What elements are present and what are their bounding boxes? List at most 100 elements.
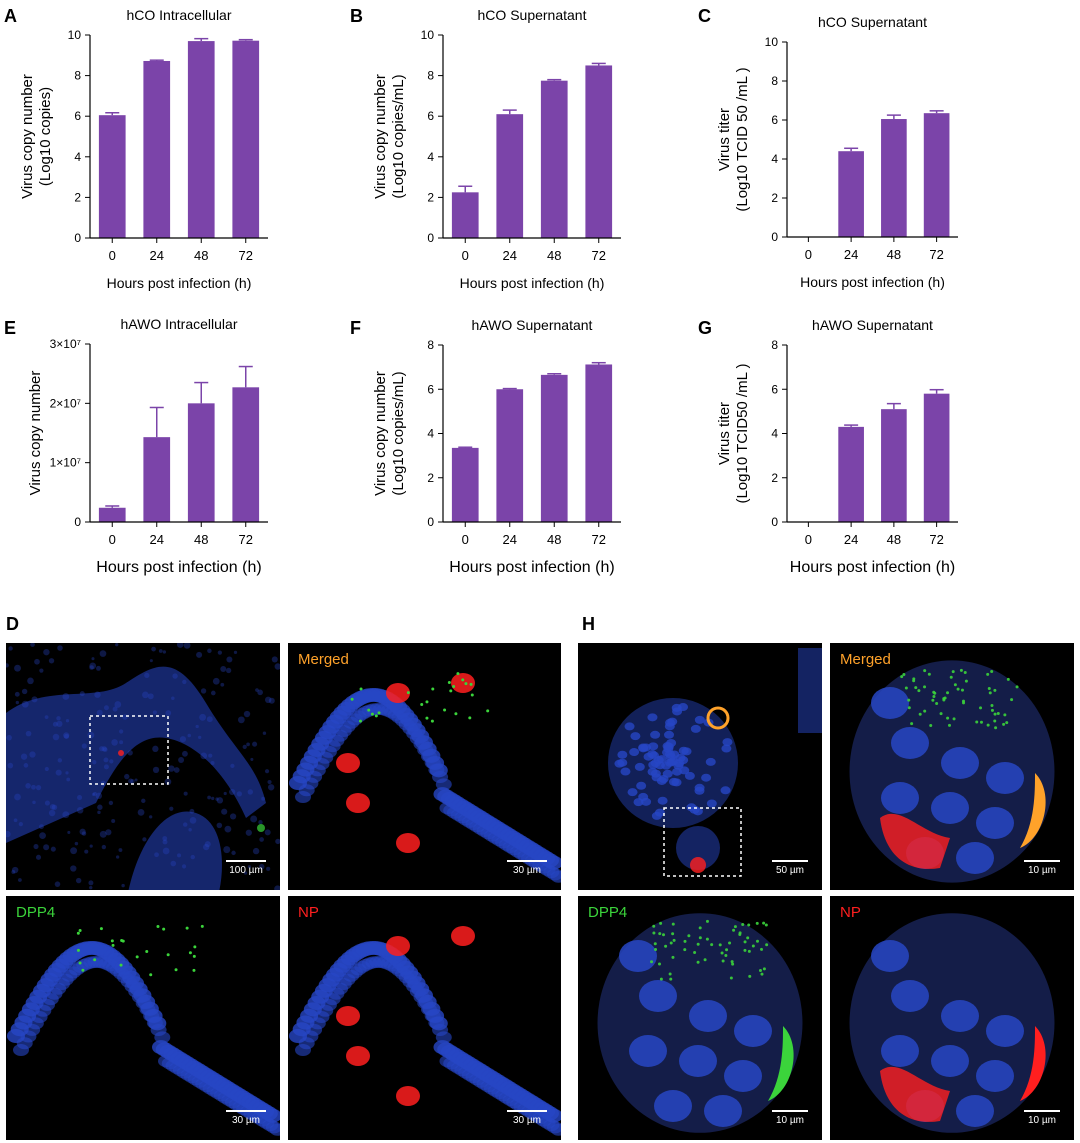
nucleus	[114, 701, 122, 708]
dpp4-signal	[765, 943, 769, 947]
nucleus	[647, 713, 658, 722]
nucleus	[657, 796, 668, 805]
nucleus	[181, 864, 187, 869]
nucleus	[77, 794, 83, 801]
dpp4-signal	[993, 712, 997, 716]
nucleus	[654, 1090, 692, 1122]
nucleus	[694, 783, 705, 792]
dpp4-signal	[652, 931, 656, 935]
nucleus	[25, 730, 32, 737]
scale-bar: 30 µm	[507, 1110, 547, 1126]
dpp4-signal	[900, 675, 904, 679]
dpp4-signal	[76, 948, 80, 952]
np-signal	[451, 673, 475, 693]
dpp4-signal	[486, 709, 490, 713]
dpp4-signal	[993, 688, 997, 692]
y-tick-label: 10	[765, 35, 779, 49]
dpp4-signal	[185, 926, 189, 930]
dpp4-signal	[359, 687, 363, 691]
bar	[98, 507, 126, 522]
dpp4-signal	[738, 931, 742, 935]
np-signal	[396, 833, 420, 853]
dpp4-signal	[996, 711, 1000, 715]
nucleus	[49, 804, 56, 810]
np-signal	[336, 1006, 360, 1026]
nucleus	[88, 880, 94, 886]
fluorescence-image	[289, 672, 561, 883]
nucleus	[119, 729, 124, 734]
nucleus	[550, 1123, 561, 1136]
nucleus	[196, 651, 203, 658]
panel-letter-h: H	[582, 614, 595, 634]
nucleus	[15, 700, 20, 705]
nucleus	[162, 847, 170, 855]
dpp4-signal	[917, 689, 921, 693]
fluorescence-image	[289, 926, 561, 1136]
dpp4-signal	[664, 944, 668, 948]
dpp4-signal	[949, 675, 953, 679]
nucleus	[149, 659, 153, 663]
np-signal	[336, 753, 360, 773]
dpp4-signal	[99, 927, 103, 931]
dpp4-signal	[668, 972, 672, 976]
dpp4-signal	[671, 932, 675, 936]
x-tick-label: 24	[150, 248, 164, 263]
y-tick-label: 4	[771, 427, 778, 441]
nucleus	[662, 742, 673, 751]
nucleus	[51, 804, 58, 811]
y-tick-label: 1×10⁷	[50, 456, 81, 470]
nucleus	[84, 849, 89, 854]
nucleus	[976, 1060, 1014, 1092]
nucleus	[57, 758, 63, 763]
nucleus	[64, 733, 70, 739]
nucleus	[70, 865, 77, 872]
bar	[451, 192, 479, 238]
nucleus	[679, 1045, 717, 1077]
dpp4-signal	[449, 689, 453, 693]
nucleus	[65, 771, 69, 775]
dpp4-signal	[994, 726, 998, 730]
micrograph-d-np: NP 30 µm	[288, 896, 561, 1140]
y-axis-label: (Log10 TCID50 /mL )	[734, 363, 751, 503]
nucleus	[198, 735, 202, 740]
nucleus	[101, 746, 107, 752]
x-tick-label: 0	[109, 248, 116, 263]
np-signal	[386, 936, 410, 956]
nucleus	[199, 713, 207, 721]
micrograph-d-overview: 100 µm	[6, 643, 280, 890]
x-tick-label: 0	[462, 248, 469, 263]
dpp4-signal	[705, 919, 709, 923]
dpp4-signal	[748, 974, 752, 978]
nucleus	[212, 677, 220, 685]
bar	[585, 65, 613, 238]
x-tick-label: 0	[805, 247, 812, 262]
nucleus	[252, 847, 260, 855]
x-tick-label: 24	[844, 532, 858, 547]
dpp4-signal	[912, 677, 916, 681]
nucleus	[109, 759, 114, 764]
dpp4-signal	[923, 685, 927, 689]
dpp4-signal	[720, 951, 724, 955]
x-tick-label: 24	[844, 247, 858, 262]
dpp4-signal	[979, 720, 983, 724]
nucleus	[210, 761, 215, 766]
nucleus	[689, 1000, 727, 1032]
nucleus	[154, 852, 159, 858]
x-tick-label: 48	[547, 248, 561, 263]
nucleus	[183, 822, 188, 827]
y-tick-label: 6	[427, 382, 434, 396]
x-axis-label: Hours post infection (h)	[96, 559, 261, 576]
nucleus	[176, 643, 184, 648]
nucleus	[81, 831, 87, 836]
dpp4-signal	[760, 972, 764, 976]
dpp4-signal	[76, 931, 80, 935]
nucleus	[30, 643, 35, 647]
dpp4-signal	[672, 938, 676, 942]
panel-letter: F	[350, 318, 361, 338]
dpp4-signal	[990, 704, 994, 708]
nucleus	[44, 766, 49, 772]
nucleus	[103, 764, 109, 770]
nucleus	[18, 821, 23, 827]
y-axis-label: Virus titer	[716, 108, 733, 171]
nucleus	[75, 877, 82, 884]
